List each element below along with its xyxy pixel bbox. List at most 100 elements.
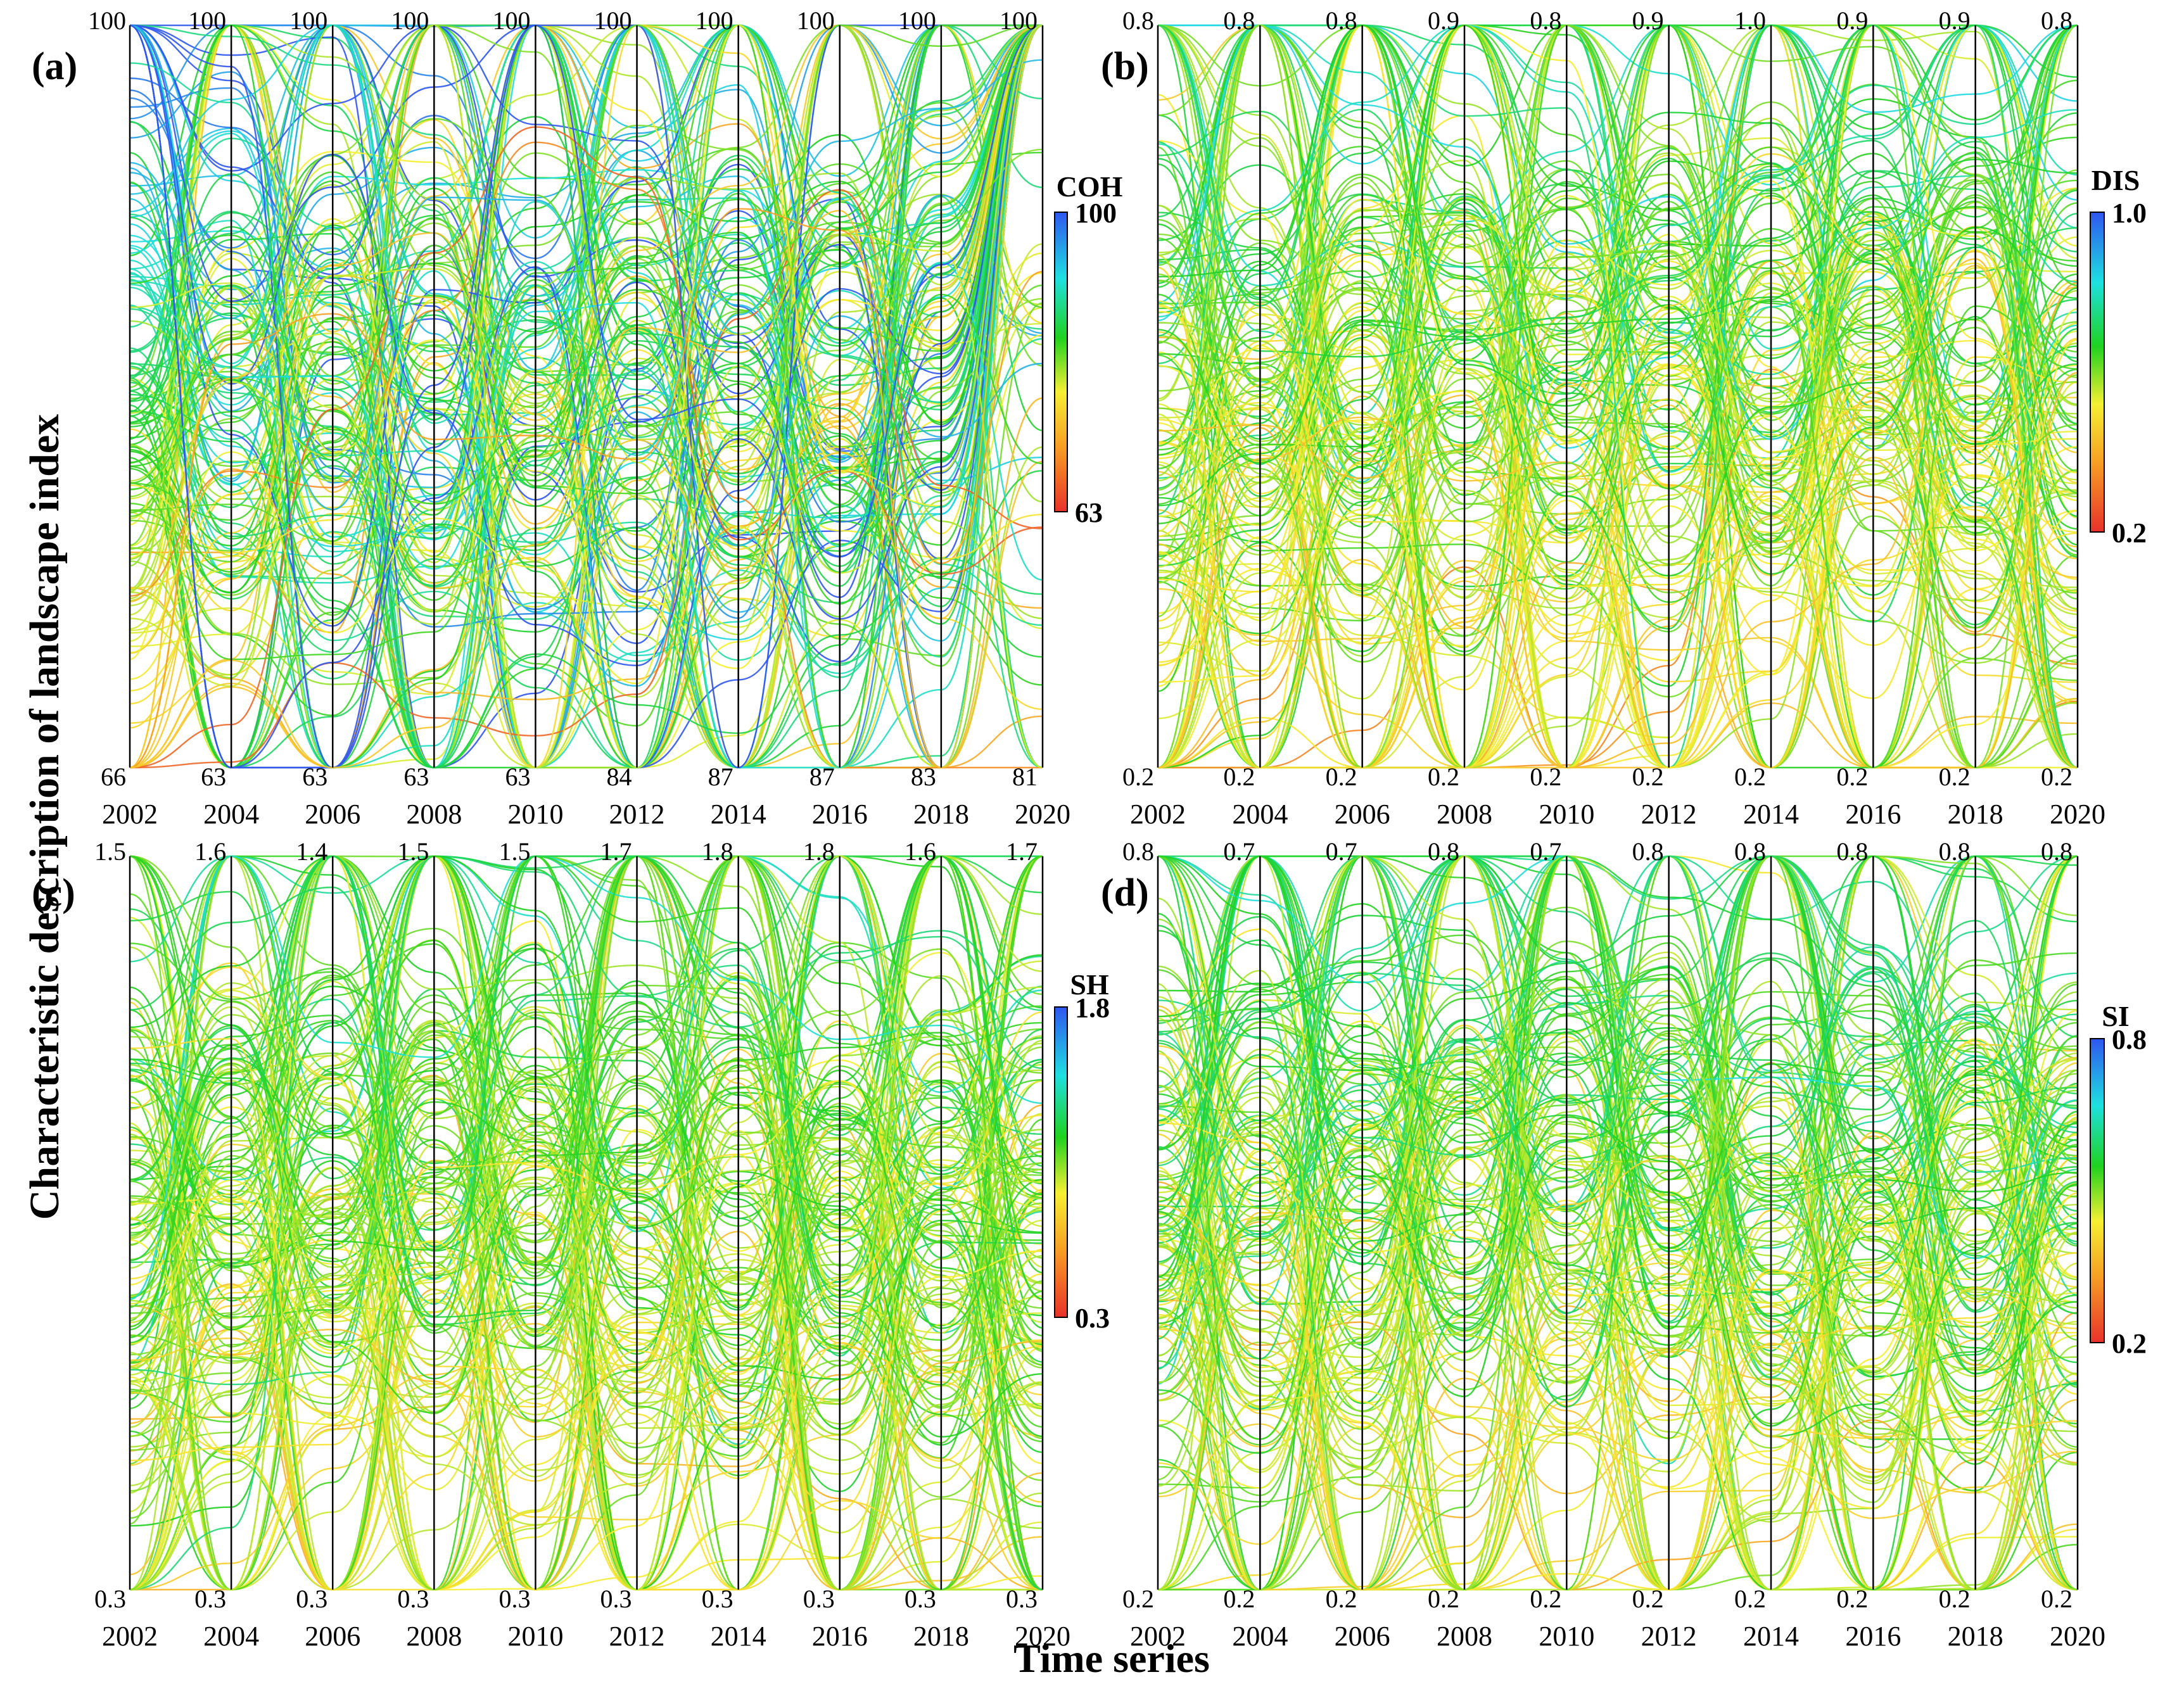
series-line — [129, 24, 1043, 769]
figure-x-label: Time series — [1013, 1636, 1210, 1681]
year-label: 2006 — [1335, 799, 1390, 830]
axis-min-label: 0.3 — [905, 1585, 936, 1613]
series-line — [1157, 855, 2078, 1591]
axis-min-label: 0.3 — [194, 1585, 226, 1613]
series-line — [1157, 928, 2078, 1591]
axis-min-label: 0.3 — [702, 1585, 733, 1613]
series-line — [1157, 24, 2078, 769]
axis-min-label: 0.2 — [1836, 763, 1868, 791]
axis-min-label: 0.3 — [397, 1585, 429, 1613]
series-line — [1157, 957, 2078, 1314]
series-line — [1157, 855, 2078, 1392]
series-line — [1157, 24, 2078, 449]
year-label: 2018 — [913, 799, 969, 830]
series-line — [1158, 24, 2078, 440]
series-line — [129, 24, 1043, 769]
year-label: 2014 — [711, 799, 766, 830]
series-line — [1157, 24, 2078, 769]
series-line — [1157, 24, 2078, 630]
series-line — [1157, 207, 2078, 769]
series-line — [1157, 24, 2078, 636]
axis-min-label: 66 — [101, 763, 126, 791]
series-line — [129, 1231, 1043, 1591]
axis-min-label: 0.2 — [1734, 1585, 1766, 1613]
series-line — [129, 24, 1043, 769]
colorbar-min-label: 63 — [1075, 497, 1103, 528]
axis-max-label: 1.0 — [1734, 6, 1766, 35]
series-line — [129, 855, 1043, 1591]
series-line — [1157, 855, 2078, 1591]
year-label: 2014 — [1743, 1621, 1799, 1652]
year-label: 2016 — [1845, 799, 1901, 830]
series-line — [1157, 855, 2078, 1401]
panel-c-lines — [129, 855, 1043, 1591]
series-line — [1157, 966, 2078, 1466]
year-label: 2012 — [1641, 799, 1697, 830]
series-line — [1157, 855, 2078, 1315]
series-line — [1157, 24, 2078, 769]
series-line — [1157, 855, 2078, 1454]
axis-min-label: 0.2 — [1939, 1585, 1971, 1613]
series-line — [129, 24, 1043, 538]
series-line — [129, 24, 1043, 484]
axis-max-label: 0.7 — [1326, 837, 1357, 866]
colorbar-min-label: 0.2 — [2112, 517, 2147, 548]
year-label: 2020 — [2050, 1621, 2105, 1652]
year-label: 2016 — [812, 799, 868, 830]
series-line — [129, 24, 1043, 685]
axis-max-label: 100 — [88, 6, 126, 35]
axis-max-label: 1.5 — [397, 837, 429, 866]
series-line — [1157, 146, 2078, 769]
series-line — [129, 24, 1043, 600]
axis-min-label: 0.2 — [1632, 763, 1664, 791]
axis-min-label: 0.2 — [1939, 763, 1971, 791]
axis-min-label: 0.2 — [1632, 1585, 1664, 1613]
series-line — [1157, 971, 2078, 1478]
panel-c-axes: 1.5 0.3 2002 1.6 0.3 2004 1.4 0.3 2006 1.5 0.3 2008… — [94, 837, 1070, 1652]
year-label: 2014 — [711, 1621, 766, 1652]
axis-max-label: 0.8 — [1632, 837, 1664, 866]
series-line — [1157, 855, 2078, 1313]
series-line — [129, 24, 1043, 769]
series-line — [129, 855, 1043, 1591]
axis-max-label: 100 — [695, 6, 733, 35]
year-label: 2002 — [102, 1621, 158, 1652]
axis-max-label: 0.8 — [1122, 837, 1154, 866]
series-line — [129, 1064, 1043, 1591]
axis-max-label: 0.8 — [1836, 837, 1868, 866]
series-line — [129, 210, 1043, 769]
series-line — [1157, 855, 2078, 1591]
axis-min-label: 84 — [607, 763, 632, 791]
axis-min-label: 0.3 — [600, 1585, 632, 1613]
panel-d-tag: (d) — [1101, 871, 1149, 915]
series-line — [129, 855, 1043, 1591]
colorbar-bar — [2090, 1038, 2105, 1343]
series-line — [1157, 24, 2078, 602]
series-line — [1157, 239, 2078, 769]
year-label: 2006 — [305, 1621, 360, 1652]
year-label: 2008 — [1437, 1621, 1492, 1652]
panel-b-lines — [1157, 24, 2078, 769]
series-line — [1157, 24, 2078, 769]
axis-min-label: 83 — [911, 763, 936, 791]
series-line — [129, 986, 1043, 1591]
colorbar-max-label: 100 — [1075, 198, 1117, 229]
axis-max-label: 100 — [391, 6, 429, 35]
axis-min-label: 87 — [708, 763, 733, 791]
series-line — [1157, 855, 2078, 1369]
series-line — [129, 24, 1043, 769]
axis-max-label: 100 — [594, 6, 632, 35]
axis-min-label: 0.2 — [1428, 763, 1459, 791]
series-line — [129, 24, 1043, 769]
colorbar-bar — [2090, 212, 2105, 533]
series-line — [129, 855, 1043, 1591]
year-label: 2004 — [1232, 1621, 1288, 1652]
series-line — [129, 24, 1043, 769]
series-line — [129, 24, 1043, 547]
axis-max-label: 1.7 — [600, 837, 632, 866]
year-label: 2010 — [1539, 799, 1594, 830]
series-line — [129, 855, 1043, 1318]
axis-max-label: 100 — [188, 6, 226, 35]
year-label: 2002 — [102, 799, 158, 830]
axis-max-label: 1.6 — [194, 837, 226, 866]
